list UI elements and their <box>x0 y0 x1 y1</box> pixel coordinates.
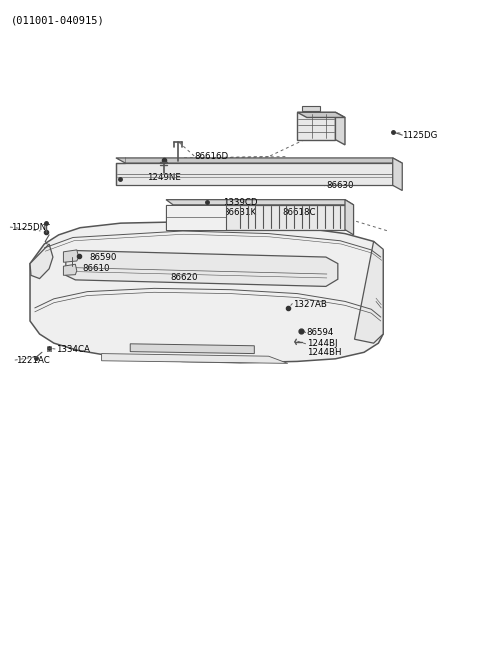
Text: 1125DN: 1125DN <box>11 223 46 232</box>
Text: 1221AC: 1221AC <box>16 356 49 365</box>
Polygon shape <box>63 250 79 262</box>
Polygon shape <box>393 158 402 191</box>
Polygon shape <box>63 264 77 275</box>
Polygon shape <box>30 244 53 278</box>
Text: 1327AB: 1327AB <box>293 299 327 309</box>
Polygon shape <box>102 354 288 364</box>
Text: 86630: 86630 <box>326 181 353 191</box>
Text: 86618C: 86618C <box>282 208 315 217</box>
Polygon shape <box>297 112 336 140</box>
Text: 86641A: 86641A <box>304 121 338 130</box>
Polygon shape <box>336 112 345 145</box>
Text: 86610: 86610 <box>83 264 110 272</box>
Text: 1125DG: 1125DG <box>402 130 438 140</box>
Text: 1244BH: 1244BH <box>307 348 341 358</box>
Polygon shape <box>345 200 354 235</box>
Polygon shape <box>166 200 354 205</box>
Text: 1334CA: 1334CA <box>56 345 90 354</box>
Text: 86594: 86594 <box>307 328 334 337</box>
Text: 86590: 86590 <box>90 253 117 262</box>
Text: (011001-040915): (011001-040915) <box>11 16 105 26</box>
Polygon shape <box>66 251 338 286</box>
Polygon shape <box>116 158 402 163</box>
Text: 1244BJ: 1244BJ <box>307 339 337 348</box>
Polygon shape <box>130 344 254 354</box>
Polygon shape <box>166 205 226 230</box>
Text: 1249NE: 1249NE <box>147 173 181 182</box>
Polygon shape <box>355 242 383 343</box>
Text: 86616D: 86616D <box>195 152 229 161</box>
Text: 86642A: 86642A <box>304 128 338 138</box>
Text: 1339CD: 1339CD <box>223 198 258 208</box>
Polygon shape <box>297 112 345 117</box>
Polygon shape <box>116 163 393 185</box>
Text: 86620: 86620 <box>171 272 198 282</box>
Polygon shape <box>166 205 345 230</box>
Polygon shape <box>30 222 383 363</box>
Text: 86631K: 86631K <box>223 208 256 217</box>
Polygon shape <box>302 105 320 111</box>
